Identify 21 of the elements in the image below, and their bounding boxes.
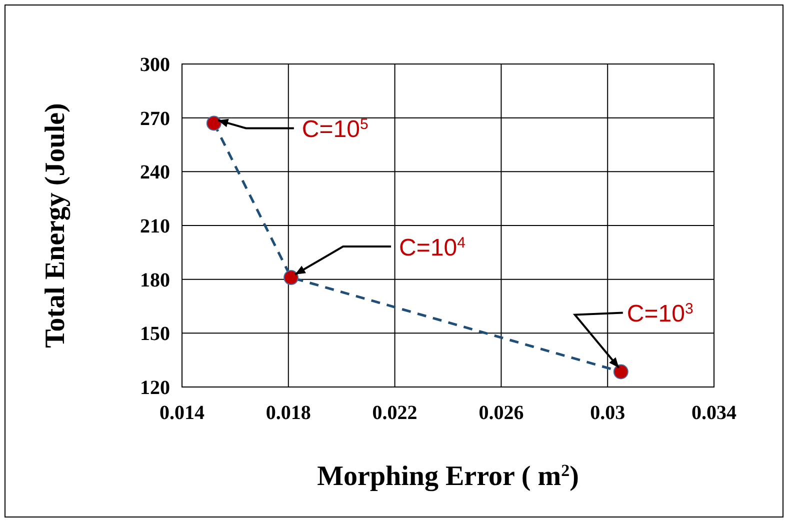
- x-tick-label: 0.022: [372, 402, 418, 424]
- y-tick-label: 210: [140, 216, 170, 238]
- y-tick-label: 240: [140, 162, 170, 184]
- point: [284, 270, 299, 286]
- y-tick-label: 120: [140, 377, 170, 399]
- x-tick-label: 0.018: [266, 402, 311, 424]
- y-tick-label: 180: [140, 269, 170, 292]
- x-tick-label: 0.03: [590, 402, 626, 424]
- x-tick-label: 0.014: [160, 402, 204, 424]
- x-axis-title: Morphing Error ( m$^{2}$): [317, 460, 579, 492]
- y-tick-label: 150: [140, 323, 170, 346]
- point: [206, 116, 222, 131]
- y-tick-label: 300: [140, 54, 170, 76]
- annotation: C=10$^{5}$: [302, 116, 368, 144]
- y-tick-label: 270: [140, 108, 170, 130]
- x-tick-label: 0.026: [478, 402, 524, 424]
- point: [613, 364, 628, 380]
- y-axis-title: Total Energy (Joule): [40, 103, 71, 348]
- annotation: C=10$^{3}$: [626, 300, 694, 328]
- annotation: C=10$^{4}$: [399, 234, 466, 262]
- x-tick-label: 0.034: [692, 402, 736, 424]
